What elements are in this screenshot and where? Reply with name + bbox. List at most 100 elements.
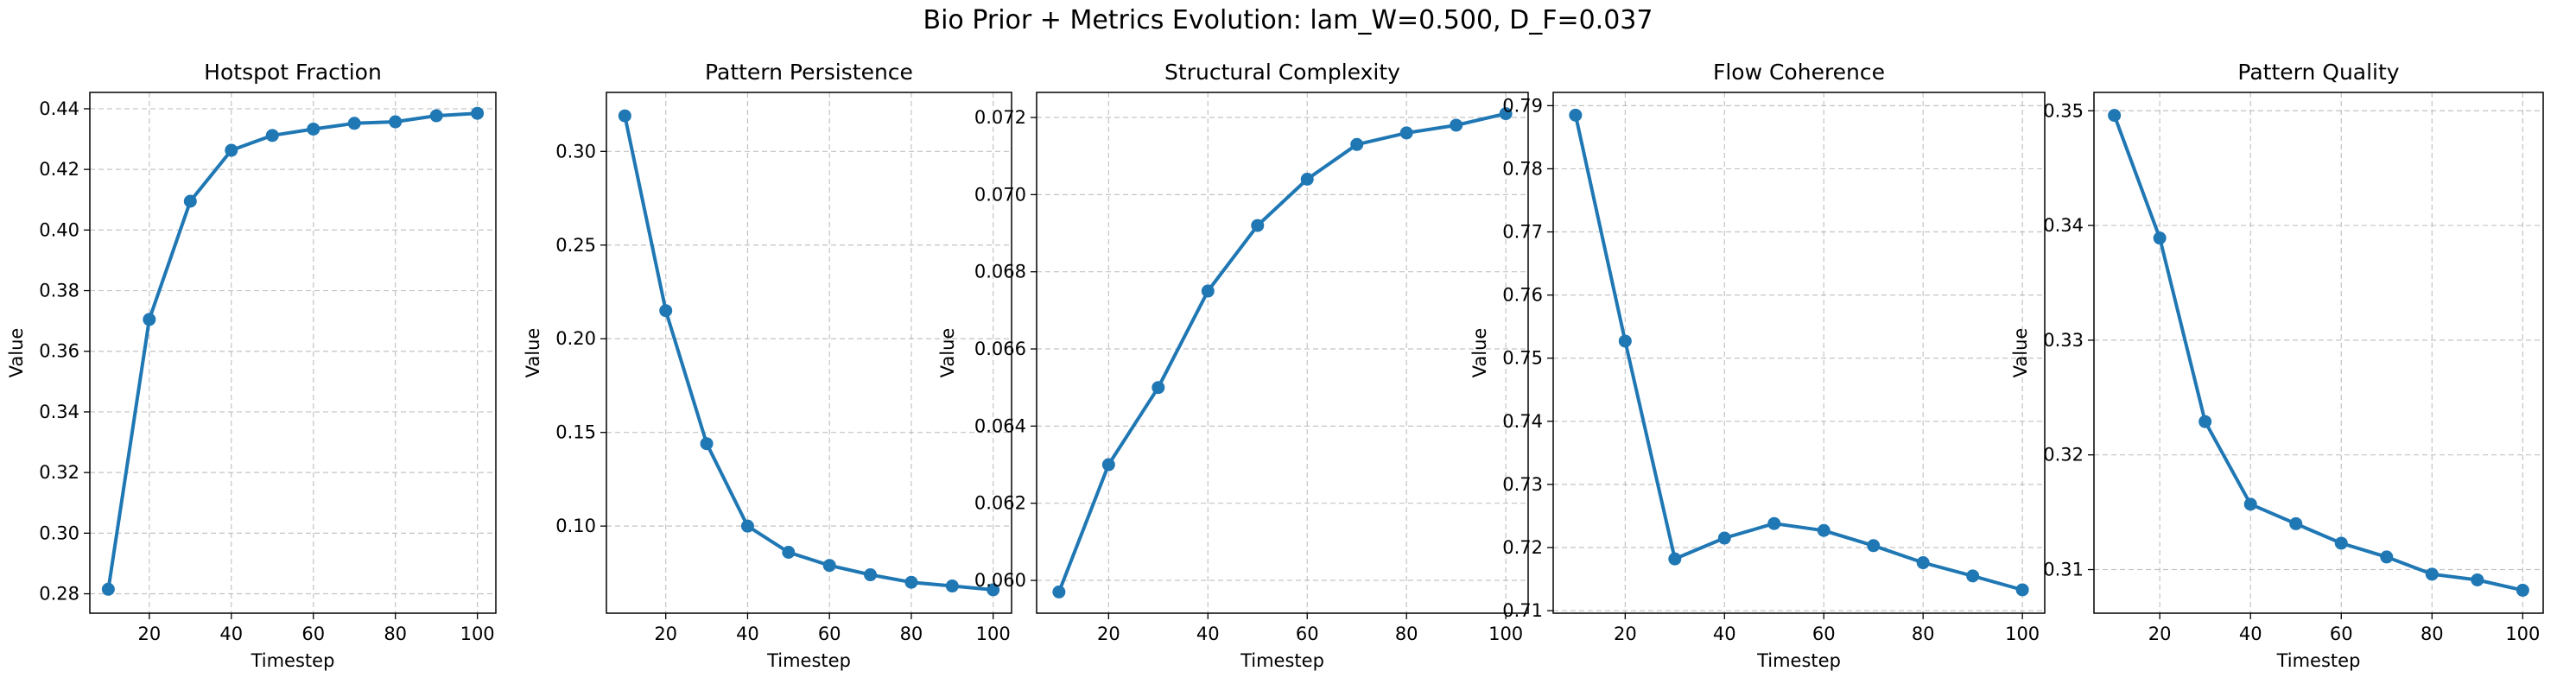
x-tick-label: 40: [736, 624, 759, 644]
x-tick-label: 40: [219, 624, 243, 644]
y-tick-label: 0.36: [39, 341, 79, 362]
y-tick-label: 0.15: [555, 422, 596, 443]
data-point: [1450, 118, 1463, 132]
data-point: [429, 109, 443, 123]
x-tick-label: 20: [2148, 624, 2172, 644]
data-point: [1101, 458, 1115, 472]
y-tick-label: 0.33: [2043, 330, 2084, 351]
y-tick-label: 0.30: [555, 141, 596, 162]
subplot-title: Structural Complexity: [1164, 60, 1400, 85]
data-point: [1668, 552, 1682, 566]
x-tick-label: 60: [301, 624, 325, 644]
data-point: [1300, 173, 1314, 186]
x-axis-label: Timestep: [766, 650, 851, 671]
y-tick-label: 0.20: [555, 328, 596, 349]
y-axis-label: Value: [1469, 328, 1490, 378]
x-tick-label: 60: [1812, 624, 1836, 644]
y-tick-label: 0.71: [1502, 600, 1543, 621]
x-tick-label: 40: [1196, 624, 1220, 644]
series-line: [2112, 114, 2523, 592]
x-tick-label: 60: [1296, 624, 1319, 644]
y-tick-label: 0.068: [974, 262, 1026, 282]
data-point: [1152, 381, 1165, 395]
data-point: [2198, 415, 2212, 428]
subplot-title: Pattern Persistence: [705, 60, 913, 85]
data-point: [1201, 284, 1215, 298]
data-point: [659, 304, 673, 318]
axes-frame: [89, 92, 497, 614]
data-point: [1052, 585, 1066, 598]
axes-frame: [1036, 92, 1529, 614]
subplot-5: 20 40 60 80 100 0.31 0.32 0.33 0.34 0.35 Pattern Q…: [2010, 60, 2544, 671]
subplot-4: 20 40 60 80 100 0.71 0.72 0.73 0.74 0.75 0.76 0.77 0…: [1469, 60, 2046, 671]
y-tick-label: 0.40: [39, 219, 79, 240]
data-point: [987, 583, 1000, 597]
y-tick-label: 0.75: [1502, 348, 1543, 369]
data-point: [2334, 536, 2348, 550]
subplot-title: Pattern Quality: [2237, 60, 2399, 85]
x-tick-label: 100: [2005, 624, 2040, 644]
data-point: [1251, 218, 1265, 232]
data-point: [822, 559, 836, 573]
data-point: [864, 568, 878, 582]
data-point: [2015, 583, 2029, 597]
x-tick-label: 60: [818, 624, 841, 644]
y-tick-label: 0.76: [1502, 285, 1543, 306]
x-tick-label: 20: [1097, 624, 1120, 644]
data-point: [782, 546, 796, 560]
x-axis-label: Timestep: [1756, 650, 1841, 671]
data-point: [225, 143, 238, 157]
axes-frame: [1552, 92, 2046, 614]
y-tick-label: 0.32: [2043, 445, 2084, 466]
data-point: [265, 129, 279, 142]
data-point: [2289, 516, 2303, 530]
y-tick-label: 0.77: [1502, 222, 1543, 243]
x-tick-label: 100: [1488, 624, 1523, 644]
data-point: [1717, 531, 1731, 545]
data-point: [2471, 573, 2484, 586]
data-point: [307, 122, 320, 136]
y-tick-label: 0.35: [2043, 100, 2084, 121]
data-point: [1618, 334, 1632, 348]
y-tick-label: 0.38: [39, 281, 79, 301]
data-point: [2425, 567, 2439, 581]
data-point: [1350, 137, 1364, 151]
series-line: [623, 115, 993, 592]
data-point: [1399, 126, 1413, 140]
data-point: [2153, 231, 2167, 245]
y-axis-label: Value: [6, 328, 27, 378]
y-tick-label: 0.070: [974, 184, 1026, 205]
data-point: [101, 582, 115, 596]
x-tick-label: 20: [654, 624, 677, 644]
data-point: [2108, 109, 2122, 123]
y-tick-label: 0.28: [39, 584, 79, 605]
y-axis-label: Value: [523, 328, 543, 378]
y-tick-label: 0.066: [974, 339, 1026, 359]
subplot-title: Flow Coherence: [1713, 60, 1885, 85]
data-point: [1817, 523, 1830, 537]
y-tick-label: 0.78: [1502, 158, 1543, 179]
x-tick-label: 100: [460, 624, 495, 644]
axes-frame: [2093, 92, 2544, 614]
subplot-2: 20 40 60 80 100 0.10 0.15 0.20 0.25 0.30 Pattern P…: [523, 60, 1012, 671]
figure-title: Bio Prior + Metrics Evolution: lam_W=0.5…: [923, 5, 1653, 35]
y-tick-label: 0.32: [39, 462, 79, 483]
x-tick-label: 80: [384, 624, 407, 644]
x-tick-label: 40: [2239, 624, 2262, 644]
x-axis-label: Timestep: [1240, 650, 1324, 671]
data-point: [1767, 516, 1781, 530]
data-point: [183, 194, 197, 208]
data-point: [389, 115, 403, 129]
y-tick-label: 0.34: [2043, 215, 2084, 236]
x-tick-label: 20: [137, 624, 161, 644]
y-tick-label: 0.79: [1502, 95, 1543, 116]
x-tick-label: 40: [1713, 624, 1736, 644]
y-tick-label: 0.30: [39, 522, 79, 543]
y-tick-label: 0.064: [974, 415, 1026, 436]
data-point: [143, 313, 156, 326]
y-tick-label: 0.34: [39, 402, 79, 422]
x-tick-label: 80: [2421, 624, 2444, 644]
data-point: [945, 580, 959, 593]
x-tick-label: 80: [900, 624, 923, 644]
